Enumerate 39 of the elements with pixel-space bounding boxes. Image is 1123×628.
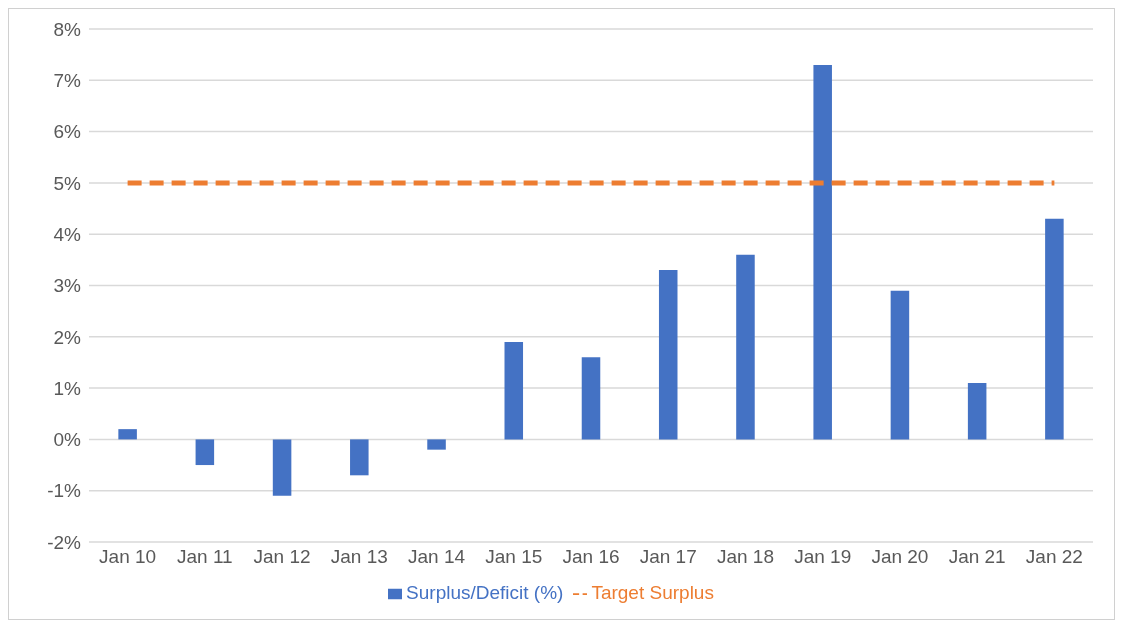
y-tick-label: 1% — [53, 377, 82, 399]
x-tick-label: Jan 16 — [562, 546, 620, 568]
bar — [1045, 218, 1064, 440]
bar — [118, 429, 137, 440]
bar — [736, 254, 755, 440]
x-tick-label: Jan 19 — [794, 546, 852, 568]
x-tick-label: Jan 13 — [330, 546, 388, 568]
bar — [658, 270, 678, 440]
y-tick-label: -1% — [47, 480, 82, 502]
x-tick-label: Jan 12 — [253, 546, 311, 568]
y-tick-label: 2% — [53, 326, 82, 348]
bar — [813, 64, 832, 440]
legend-label: Surplus/Deficit (%) — [406, 582, 564, 603]
x-tick-label: Jan 18 — [716, 546, 774, 568]
x-tick-label: Jan 20 — [871, 546, 929, 568]
x-tick-label: Jan 14 — [408, 546, 466, 568]
x-tick-label: Jan 10 — [99, 546, 157, 568]
bar — [581, 357, 601, 440]
bar — [504, 341, 524, 440]
bar — [967, 382, 987, 440]
bar — [427, 439, 446, 450]
x-tick-label: Jan 15 — [485, 546, 543, 568]
y-tick-label: -2% — [47, 531, 82, 553]
y-tick-label: 4% — [53, 223, 82, 245]
bar — [350, 439, 369, 476]
legend-label: Target Surplus — [591, 582, 714, 603]
y-tick-label: 5% — [53, 172, 82, 194]
bar — [272, 439, 292, 496]
y-tick-label: 0% — [53, 429, 82, 451]
x-tick-label: Jan 22 — [1025, 546, 1083, 568]
y-tick-label: 6% — [53, 121, 82, 143]
x-tick-label: Jan 21 — [948, 546, 1006, 568]
bar — [890, 290, 910, 440]
bar — [195, 439, 215, 466]
y-tick-label: 3% — [53, 275, 82, 297]
y-tick-label: 7% — [53, 70, 82, 92]
y-tick-label: 8% — [53, 18, 82, 40]
x-tick-label: Jan 11 — [177, 546, 233, 568]
x-tick-label: Jan 17 — [639, 546, 697, 568]
